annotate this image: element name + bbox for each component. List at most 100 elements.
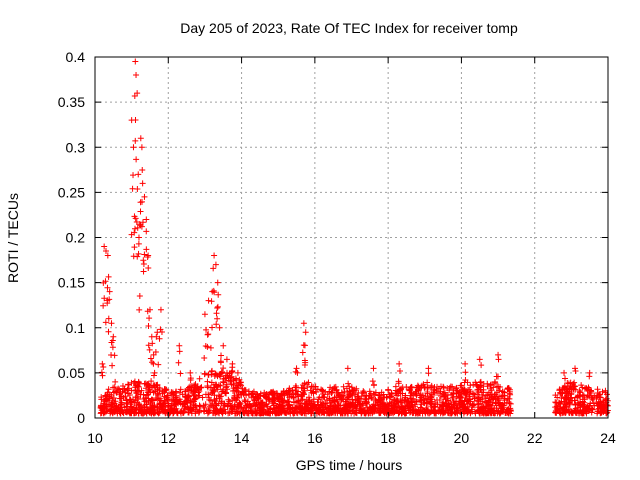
- data-point: [441, 409, 448, 416]
- data-point: [101, 243, 108, 250]
- data-point: [208, 298, 215, 305]
- data-point: [210, 265, 217, 272]
- data-point: [573, 409, 580, 416]
- data-point: [452, 410, 459, 417]
- data-point: [413, 384, 420, 391]
- data-point: [241, 397, 248, 404]
- data-point: [113, 389, 120, 396]
- data-point: [471, 395, 478, 402]
- data-point: [407, 403, 414, 410]
- data-point: [240, 391, 247, 398]
- data-point: [145, 322, 152, 329]
- data-point: [503, 409, 510, 416]
- data-point: [497, 402, 504, 409]
- data-point: [196, 408, 203, 415]
- data-point: [484, 383, 491, 390]
- data-point: [227, 402, 234, 409]
- data-point: [458, 399, 465, 406]
- data-point: [467, 396, 474, 403]
- data-point: [362, 396, 369, 403]
- data-point: [110, 333, 117, 340]
- data-point: [439, 401, 446, 408]
- data-point: [599, 388, 606, 395]
- data-point: [150, 372, 157, 379]
- data-point: [598, 409, 605, 416]
- data-point: [255, 395, 262, 402]
- data-point: [350, 388, 357, 395]
- data-point: [459, 387, 466, 394]
- data-point: [100, 409, 107, 416]
- data-point: [117, 410, 124, 417]
- data-point: [442, 401, 449, 408]
- data-point: [552, 392, 559, 399]
- data-point: [306, 397, 313, 404]
- data-point: [464, 410, 471, 417]
- data-point: [145, 264, 152, 271]
- data-point: [205, 331, 212, 338]
- data-point: [591, 402, 598, 409]
- data-point: [559, 410, 566, 417]
- data-point: [135, 234, 142, 241]
- data-point: [134, 224, 141, 231]
- axis-ticks: [94, 56, 609, 419]
- data-point: [234, 369, 241, 376]
- data-point: [173, 409, 180, 416]
- data-point: [297, 403, 304, 410]
- data-point: [226, 398, 233, 405]
- data-point: [572, 394, 579, 401]
- data-point: [239, 388, 246, 395]
- data-point: [478, 382, 485, 389]
- data-point: [480, 381, 487, 388]
- data-point: [134, 90, 141, 97]
- data-point: [449, 383, 456, 390]
- data-point: [197, 384, 204, 391]
- data-point: [273, 410, 280, 417]
- data-point: [101, 295, 108, 302]
- data-point: [213, 321, 220, 328]
- data-point: [212, 401, 219, 408]
- data-point: [391, 407, 398, 414]
- data-point: [376, 401, 383, 408]
- data-point: [154, 390, 161, 397]
- data-point: [568, 391, 575, 398]
- x-tick-label: 16: [307, 430, 323, 446]
- data-point: [428, 382, 435, 389]
- data-point: [474, 391, 481, 398]
- data-point: [479, 398, 486, 405]
- data-point: [349, 392, 356, 399]
- data-point: [320, 404, 327, 411]
- data-point: [164, 392, 171, 399]
- data-point: [222, 372, 229, 379]
- x-tick-label: 22: [527, 430, 543, 446]
- data-point: [325, 405, 332, 412]
- data-point: [444, 385, 451, 392]
- data-point: [587, 400, 594, 407]
- data-point: [219, 369, 226, 376]
- data-point: [486, 407, 493, 414]
- data-point: [477, 386, 484, 393]
- tick-labels: 10 12 14 16 18 20 22 24 0 0.05 0.1 0.15 0.2 0.25 0.3 0.…: [58, 49, 616, 446]
- data-point: [442, 392, 449, 399]
- data-point: [156, 400, 163, 407]
- data-point: [126, 396, 133, 403]
- data-point: [112, 388, 119, 395]
- data-point: [135, 378, 142, 385]
- data-point: [142, 380, 149, 387]
- data-point: [133, 156, 140, 163]
- data-point: [572, 367, 579, 374]
- data-point: [464, 386, 471, 393]
- data-point: [130, 172, 137, 179]
- y-tick-label: 0.3: [66, 139, 86, 155]
- data-point: [146, 306, 153, 313]
- y-tick-label: 0.05: [58, 365, 85, 381]
- data-point: [302, 406, 309, 413]
- data-point: [97, 410, 104, 417]
- data-point: [109, 362, 116, 369]
- data-point: [340, 383, 347, 390]
- data-point: [141, 404, 148, 411]
- data-point: [393, 400, 400, 407]
- data-point: [176, 342, 183, 349]
- data-point: [147, 355, 154, 362]
- data-point: [390, 396, 397, 403]
- data-point: [170, 397, 177, 404]
